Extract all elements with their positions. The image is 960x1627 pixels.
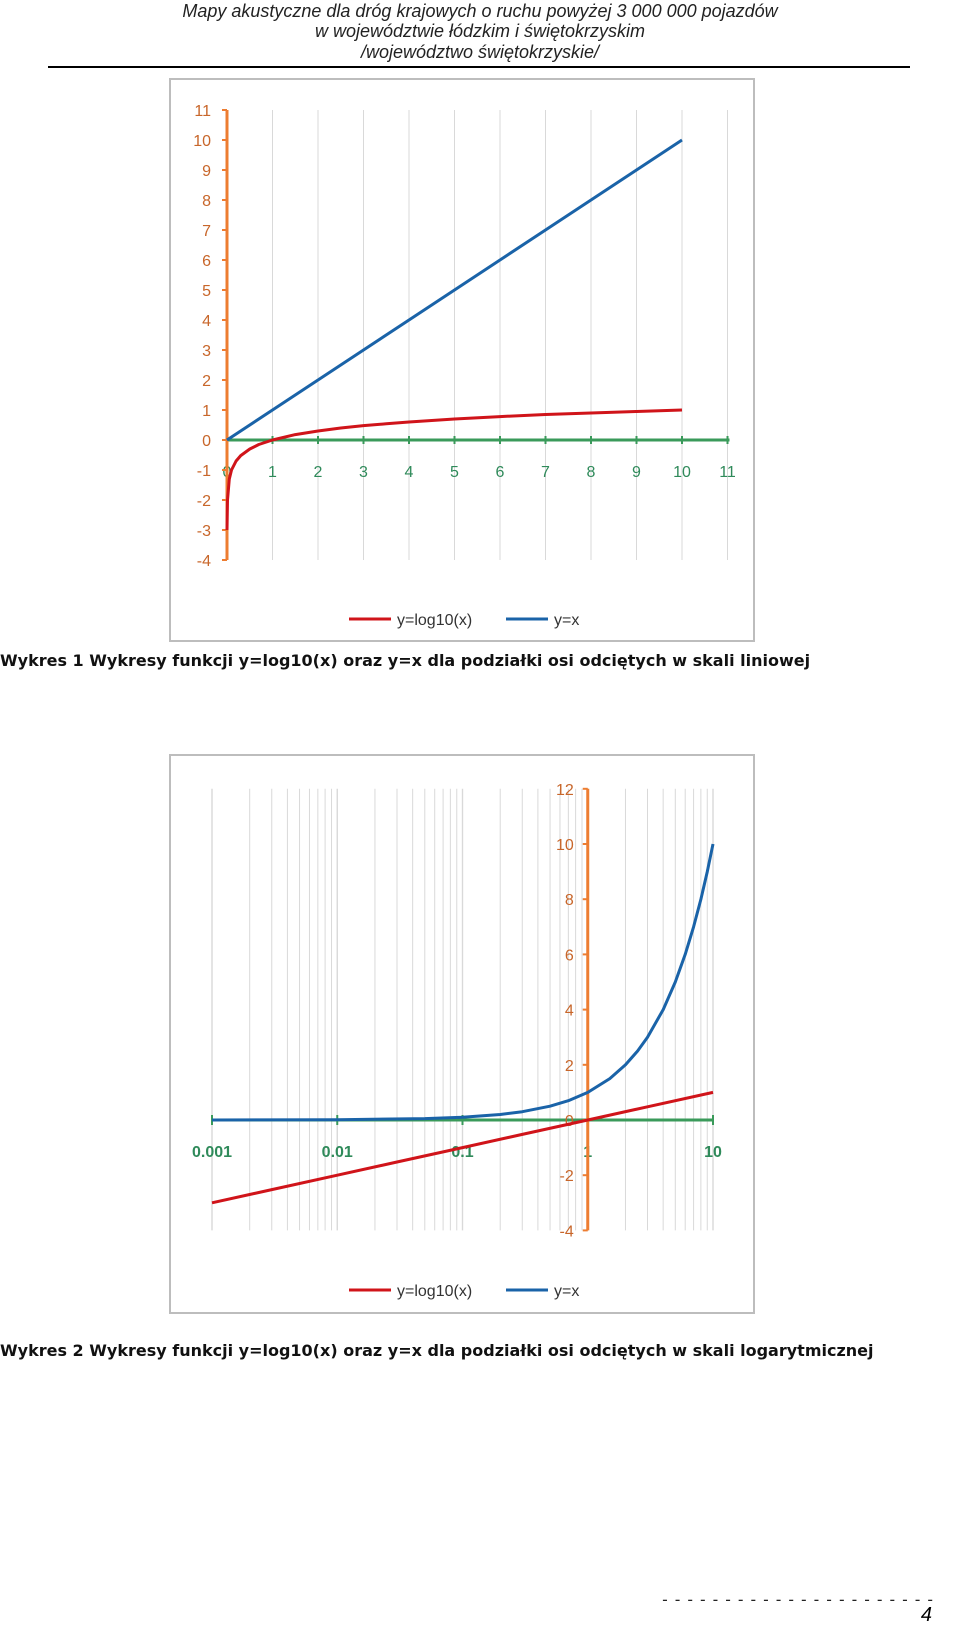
y-tick-label: 5 [202,283,211,300]
x-tick-label: 1 [268,464,277,481]
x-tick-label: 8 [587,464,596,481]
series-log10-line [211,1090,714,1205]
y-tick-label: -2 [560,1168,574,1185]
y-tick-label: 6 [202,253,211,270]
chart-1-frame: 0123456789101111109876543210-1-2-3-4 y=l… [169,78,755,642]
y-tick-label: 4 [565,1003,574,1020]
y-tick-label: 11 [194,103,211,120]
series-x-line [226,138,683,442]
y-tick-label: 8 [202,193,211,210]
x-tick-label: 5 [450,464,459,481]
header-line-3: /województwo świętokrzyskie/ [360,42,600,62]
header-line-2: w województwie łódzkim i świętokrzyskim [314,21,646,41]
y-tick-label: -2 [197,493,211,510]
legend-log-label: y=log10(x) [397,1283,472,1300]
x-tick-label: 2 [314,464,323,481]
y-tick-label: 9 [202,163,211,180]
x-tick-label: 6 [496,464,505,481]
y-tick-label: -1 [197,463,211,480]
caption-chart-1: Wykres 1 Wykresy funkcji y=log10(x) oraz… [0,651,811,670]
y-tick-label: 7 [202,223,211,240]
legend-log-label: y=log10(x) [397,612,472,629]
y-tick-label: 6 [565,947,574,964]
x-tick-label: 4 [405,464,414,481]
y-tick-label: 12 [556,782,574,799]
y-tick-label: 2 [202,373,211,390]
legend-x-label: y=x [554,612,579,629]
x-tick-label: 0.01 [322,1144,353,1161]
x-tick-label: 9 [632,464,641,481]
header-line-1: Mapy akustyczne dla dróg krajowych o ruc… [182,1,778,21]
caption-chart-2: Wykres 2 Wykresy funkcji y=log10(x) oraz… [0,1341,874,1360]
y-tick-label: 1 [202,403,211,420]
y-tick-label: 0 [202,433,211,450]
x-tick-label: 7 [541,464,550,481]
header-rule [48,66,910,68]
page-number: 4 [920,1604,932,1626]
y-tick-label: -4 [560,1223,574,1240]
footer-dashes: ---------------------- [660,1590,938,1609]
series-log10-line [225,408,683,531]
y-tick-label: 0 [565,1113,574,1130]
y-tick-label: -4 [197,553,211,570]
series-x-line [211,843,715,1122]
x-tick-label: 10 [704,1144,722,1161]
y-tick-label: 8 [565,892,574,909]
x-tick-label: 0.001 [192,1144,232,1161]
y-tick-label: 2 [565,1058,574,1075]
y-tick-label: -3 [197,523,211,540]
x-tick-label: 11 [719,464,736,481]
x-tick-label: 10 [673,464,691,481]
legend-x-label: y=x [554,1283,579,1300]
y-tick-label: 10 [193,133,211,150]
x-tick-label: 3 [359,464,368,481]
y-tick-label: 4 [202,313,211,330]
chart-1: 0123456789101111109876543210-1-2-3-4 y=l… [193,103,736,629]
y-tick-label: 3 [202,343,211,360]
y-tick-label: 10 [556,837,574,854]
